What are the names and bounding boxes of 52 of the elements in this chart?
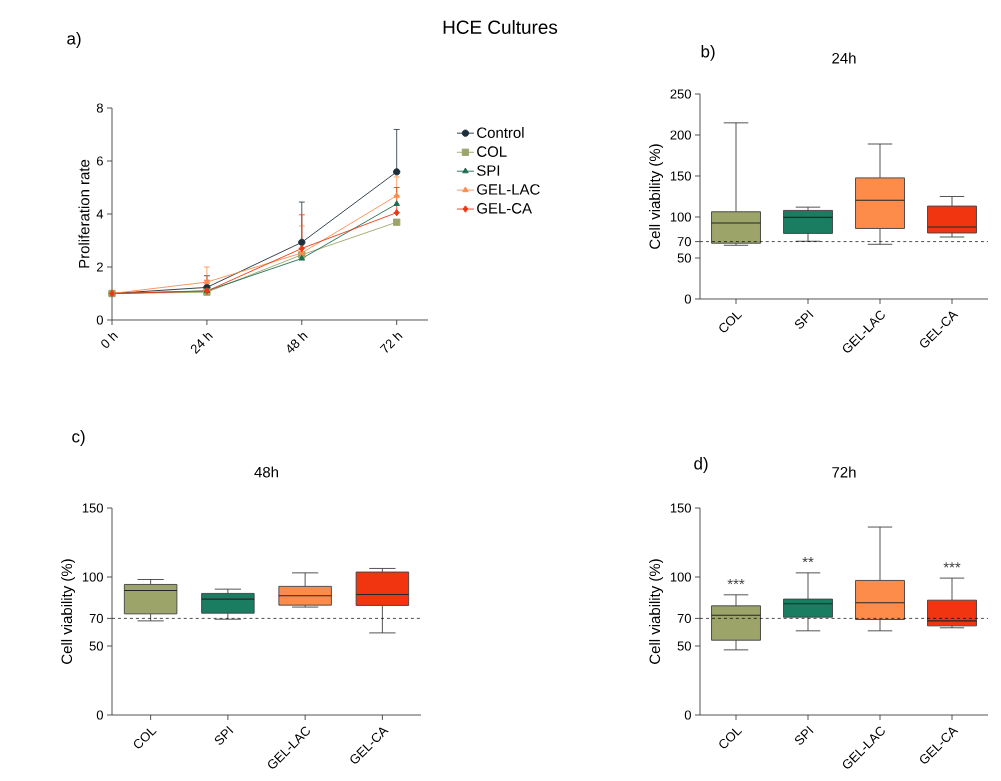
x-tick-label: 48 h	[287, 333, 308, 353]
x-tick-label: SPI	[214, 725, 234, 745]
text: HCE Cultures	[443, 20, 558, 34]
y-tick-label: 8	[96, 103, 103, 113]
legend-label: SPI	[477, 165, 500, 176]
y-tick-label: 70	[89, 613, 103, 623]
text: b)	[701, 45, 715, 61]
y-tick-label: 0	[96, 710, 103, 720]
y-tick-label: 70	[677, 613, 691, 623]
y-tick-label: 0	[96, 315, 103, 325]
y-axis-title: Cell viability (%)	[649, 144, 664, 249]
chart-title: 72h	[832, 466, 856, 478]
y-tick-label: 2	[96, 262, 103, 272]
legend-label: GEL-LAC	[477, 184, 540, 195]
x-tick-label: 72 h	[379, 333, 403, 353]
chart-title: 48h	[254, 466, 278, 478]
y-tick-label: 200	[670, 130, 691, 140]
annotation: **	[802, 557, 814, 563]
x-tick-label: COL	[133, 728, 157, 749]
y-tick-label: 0	[684, 710, 691, 720]
y-axis-title: Cell viability (%)	[61, 559, 76, 664]
text: c)	[72, 430, 85, 446]
y-tick-label: 0	[684, 294, 691, 304]
legend-label: Control	[477, 127, 524, 138]
y-tick-label: 250	[670, 89, 691, 99]
legend-label: GEL-CA	[477, 203, 532, 214]
y-tick-label: 100	[82, 572, 103, 582]
text: d)	[694, 457, 708, 473]
y-tick-label: 150	[82, 503, 103, 513]
annotation: ***	[727, 579, 745, 585]
y-axis-title: Proliferation rate	[78, 159, 90, 268]
y-tick-label: 50	[677, 641, 691, 651]
y-tick-label: 150	[670, 171, 691, 181]
y-tick-label: 4	[96, 209, 104, 219]
y-tick-label: 50	[677, 253, 691, 263]
legend-label: COL	[477, 146, 507, 157]
x-tick-label: SPI	[794, 725, 814, 745]
y-tick-label: 50	[89, 641, 103, 651]
y-tick-label: 6	[96, 156, 103, 166]
y-tick-label: 150	[670, 503, 691, 513]
chart-title: 24h	[832, 52, 856, 64]
x-tick-label: COL	[719, 728, 743, 749]
x-tick-label: 24 h	[190, 333, 213, 354]
text: a)	[67, 32, 81, 48]
annotation: ***	[943, 562, 961, 568]
x-tick-label: 0 h	[101, 333, 119, 348]
y-tick-label: 70	[677, 237, 691, 247]
y-tick-label: 100	[670, 572, 691, 582]
x-tick-label: COL	[719, 312, 743, 333]
y-tick-label: 100	[670, 212, 691, 222]
y-axis-title: Cell viability (%)	[649, 559, 664, 664]
x-tick-label: SPI	[794, 309, 814, 329]
